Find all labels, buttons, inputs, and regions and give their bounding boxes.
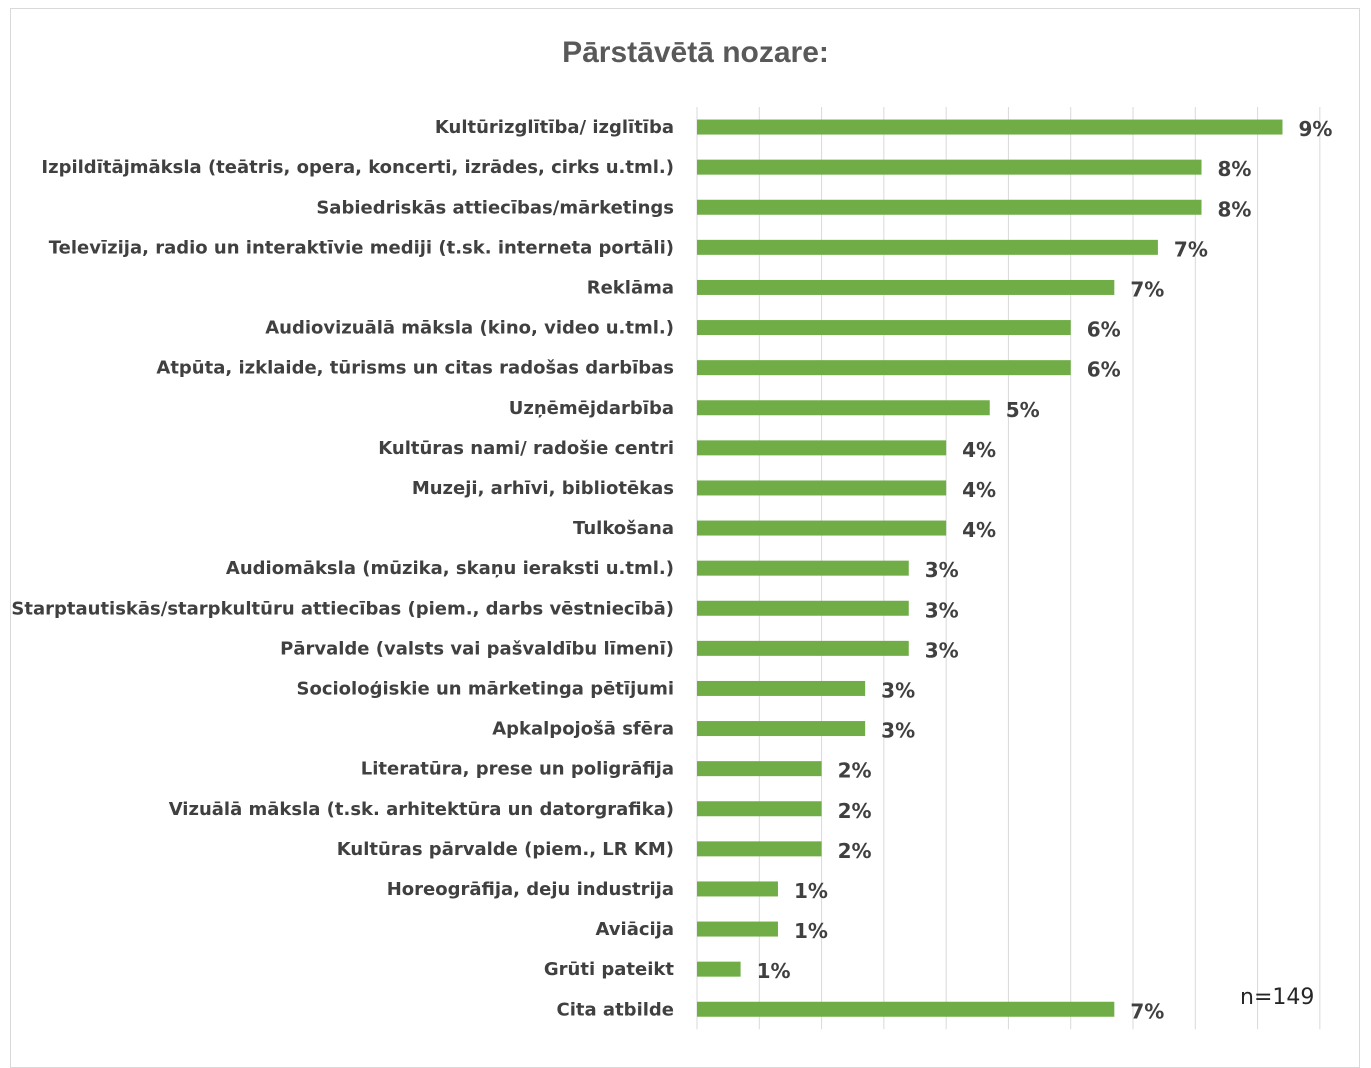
category-label: Socioloģiskie un mārketinga pētījumi bbox=[297, 678, 675, 699]
data-label: 5% bbox=[1006, 398, 1040, 422]
data-label: 3% bbox=[925, 598, 959, 622]
bar bbox=[697, 159, 1202, 175]
data-label: 4% bbox=[962, 478, 996, 502]
category-label: Muzeji, arhīvi, bibliotēkas bbox=[412, 478, 674, 499]
bar bbox=[697, 520, 947, 536]
category-label: Pārvalde (valsts vai pašvaldību līmenī) bbox=[280, 638, 674, 659]
data-label: 6% bbox=[1087, 358, 1121, 382]
bar bbox=[697, 640, 909, 656]
category-label: Vizuālā māksla (t.sk. arhitektūra un dat… bbox=[169, 799, 674, 820]
category-labels: Kultūrizglītība/ izglītība Izpildītājmāks… bbox=[11, 117, 674, 1020]
value-labels: 9%8%8%7%7%6%6%5%4%4%4%3%3%3%3%3%2%2%2%1%… bbox=[757, 117, 1333, 1023]
category-label: Literatūra, prese un poligrāfija bbox=[361, 759, 674, 780]
bar bbox=[697, 680, 866, 696]
bar bbox=[697, 560, 909, 576]
chart-title: Pārstāvētā nozare: bbox=[562, 36, 829, 69]
data-label: 7% bbox=[1130, 277, 1164, 301]
data-label: 1% bbox=[794, 919, 828, 943]
category-label: Uzņēmējdarbība bbox=[509, 398, 674, 419]
bar bbox=[697, 480, 947, 496]
category-label: Televīzija, radio un interaktīvie mediji… bbox=[49, 237, 674, 258]
data-label: 3% bbox=[925, 558, 959, 582]
data-label: 6% bbox=[1087, 318, 1121, 342]
category-label: Audiomāksla (mūzika, skaņu ieraksti u.tm… bbox=[226, 558, 674, 579]
category-label: Cita atbilde bbox=[557, 999, 674, 1020]
bar bbox=[697, 600, 909, 616]
category-label: Starptautiskās/starpkultūru attiecības (… bbox=[11, 598, 674, 619]
data-label: 1% bbox=[757, 959, 791, 983]
data-label: 8% bbox=[1218, 157, 1252, 181]
bar bbox=[697, 961, 741, 977]
category-label: Tulkošana bbox=[573, 518, 674, 539]
category-label: Grūti pateikt bbox=[544, 959, 674, 980]
data-label: 4% bbox=[962, 438, 996, 462]
gridlines bbox=[696, 107, 1321, 1030]
category-label: Sabiedriskās attiecības/mārketings bbox=[316, 197, 674, 218]
category-label: Izpildītājmāksla (teātris, opera, koncer… bbox=[41, 157, 674, 178]
bar bbox=[697, 801, 822, 817]
bars bbox=[697, 119, 1283, 1017]
data-label: 4% bbox=[962, 518, 996, 542]
data-label: 3% bbox=[925, 638, 959, 662]
category-label: Kultūras pārvalde (piem., LR KM) bbox=[337, 839, 674, 860]
data-label: 8% bbox=[1218, 197, 1252, 221]
data-label: 3% bbox=[881, 678, 915, 702]
bar bbox=[697, 841, 822, 857]
data-label: 3% bbox=[881, 719, 915, 743]
category-label: Horeogrāfija, deju industrija bbox=[387, 879, 674, 900]
data-label: 2% bbox=[838, 759, 872, 783]
bar bbox=[697, 761, 822, 777]
data-label: 9% bbox=[1298, 117, 1332, 141]
sample-size-note: n=149 bbox=[1240, 985, 1315, 1010]
data-label: 7% bbox=[1130, 999, 1164, 1023]
category-label: Atpūta, izklaide, tūrisms un citas radoš… bbox=[156, 358, 674, 379]
data-label: 2% bbox=[838, 799, 872, 823]
bar bbox=[697, 199, 1202, 215]
bar bbox=[697, 440, 947, 456]
bar bbox=[697, 721, 866, 737]
category-label: Apkalpojošā sfēra bbox=[492, 719, 674, 740]
bar bbox=[697, 881, 778, 897]
bar bbox=[697, 279, 1115, 295]
category-label: Audiovizuālā māksla (kino, video u.tml.) bbox=[265, 318, 674, 339]
bar bbox=[697, 360, 1071, 376]
data-label: 7% bbox=[1174, 237, 1208, 261]
category-label: Kultūras nami/ radošie centri bbox=[378, 438, 674, 459]
category-label: Reklāma bbox=[587, 277, 674, 298]
category-label: Kultūrizglītība/ izglītība bbox=[435, 117, 674, 138]
category-label: Aviācija bbox=[596, 919, 675, 940]
bar bbox=[697, 1001, 1115, 1017]
bar bbox=[697, 239, 1158, 255]
data-label: 1% bbox=[794, 879, 828, 903]
bar bbox=[697, 400, 990, 416]
bar bbox=[697, 320, 1071, 336]
data-label: 2% bbox=[838, 839, 872, 863]
bar bbox=[697, 921, 778, 937]
bar bbox=[697, 119, 1283, 135]
